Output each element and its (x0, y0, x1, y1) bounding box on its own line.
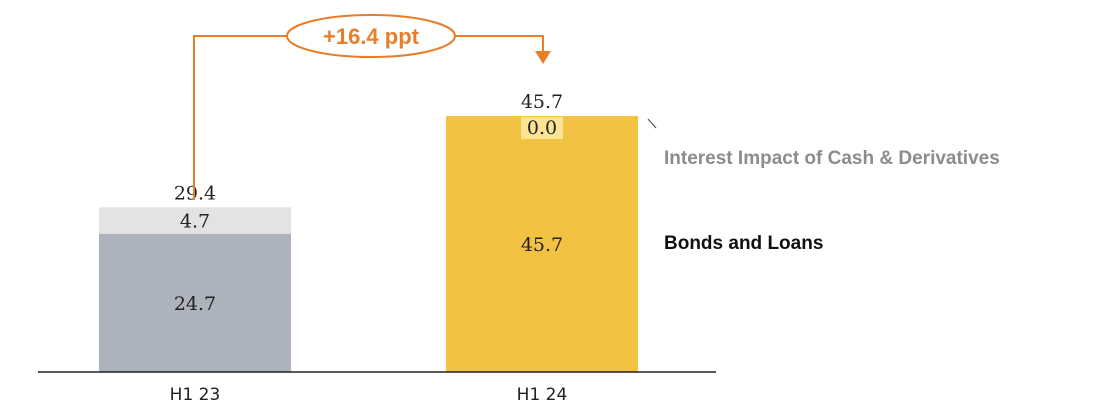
legend-bonds-and-loans: Bonds and Loans (664, 233, 823, 254)
x-tick-label: H1 24 (517, 385, 568, 405)
segment-label: 45.7 (521, 234, 563, 256)
total-label: 45.7 (521, 91, 563, 113)
delta-arrow-head (535, 51, 551, 64)
delta-label: +16.4 ppt (323, 24, 420, 49)
x-tick-label: H1 23 (170, 385, 221, 405)
segment-label: 4.7 (180, 211, 210, 233)
bar-segment-bonds-2 (446, 116, 638, 372)
delta-bracket-left (193, 35, 288, 200)
delta-ellipse (286, 14, 456, 58)
bar-segment-interest-1 (99, 207, 291, 234)
bars-layer (99, 116, 638, 372)
segment-label: 24.7 (174, 293, 216, 315)
segment-label: 0.0 (527, 117, 557, 139)
delta-bracket-right (454, 35, 544, 52)
delta-annotation: +16.4 ppt (193, 14, 551, 200)
legend-leader-line (647, 118, 657, 129)
segment-label-box (521, 117, 563, 140)
bar-segment-bonds-1 (99, 233, 291, 372)
legend-interest-impact: Interest Impact of Cash & Derivatives (664, 148, 1000, 169)
